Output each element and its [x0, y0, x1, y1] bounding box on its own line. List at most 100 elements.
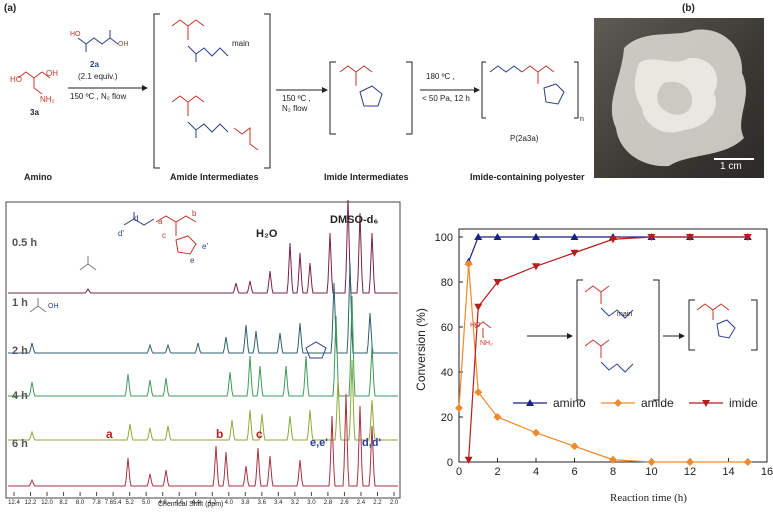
- peak-label-a: a: [106, 427, 113, 441]
- panel-a-tag: (a): [4, 3, 17, 14]
- nmr-tick-label: 2.4: [357, 500, 366, 506]
- nmr-tick-label: 3.4: [274, 500, 283, 506]
- data-point-imide: [474, 303, 483, 311]
- nmr-tick-label: 4.8: [159, 500, 168, 506]
- nmr-trace-1: [8, 262, 398, 354]
- struct-label-eprime: e': [202, 242, 208, 251]
- nmr-tick-label: 3.0: [307, 500, 316, 506]
- y-tick-label: 60: [441, 322, 453, 334]
- data-point-amide: [686, 458, 694, 466]
- legend-marker-amide: [614, 399, 622, 407]
- x-tick-label: 10: [645, 466, 657, 478]
- nmr-tick-label: 7.65.4: [105, 500, 122, 506]
- data-point-amide: [474, 388, 483, 397]
- condition-1: 150 ºC , N₂ flow: [70, 92, 127, 101]
- nmr-tick-label: 2.6: [340, 500, 349, 506]
- y-tick-label: 40: [441, 367, 453, 379]
- data-point-imide: [609, 236, 617, 244]
- nmr-tick-label: 12.2: [25, 500, 37, 506]
- nmr-tick-label: 4.4: [192, 500, 201, 506]
- nmr-tick-label: 4.6: [175, 500, 184, 506]
- nmr-tick-label: 12.4: [8, 500, 20, 506]
- nmr-xlabel: Chemical Shift (ppm): [158, 501, 224, 508]
- data-point-imide: [493, 279, 502, 286]
- data-point-amide: [743, 458, 752, 466]
- data-point-imide: [570, 249, 579, 257]
- nmr-tick-label: 3.6: [258, 500, 267, 506]
- inset-scheme: [474, 279, 758, 401]
- data-point-imide: [532, 263, 540, 271]
- x-tick-label: 2: [494, 466, 500, 478]
- svg-text:NH₂: NH₂: [40, 95, 55, 104]
- y-tick-label: 80: [441, 277, 453, 289]
- inset-main-label: main: [617, 311, 633, 318]
- succinic-anhydride: [305, 341, 327, 359]
- x-tick-label: 0: [456, 466, 462, 478]
- polymer-label: P(2a3a): [510, 134, 539, 143]
- data-point-imide: [464, 456, 473, 464]
- peak-label-ee: e,e': [310, 437, 328, 449]
- data-point-amide: [493, 413, 502, 421]
- svg-text:HO: HO: [70, 31, 81, 38]
- caption-polyester: Imide-containing polyester: [470, 172, 585, 182]
- data-point-amide: [570, 442, 579, 451]
- data-point-imide: [647, 234, 656, 241]
- nmr-frame: [5, 201, 401, 499]
- caption-imide: Imide Intermediates: [324, 172, 409, 182]
- data-point-amino: [570, 233, 579, 240]
- acid-oh-label: OH: [48, 303, 59, 310]
- caption-amide: Amide Intermediates: [170, 172, 259, 182]
- peak-label-b: b: [216, 427, 224, 441]
- scale-label: 1 cm: [720, 161, 742, 172]
- nmr-time-2: 2 h: [12, 345, 28, 357]
- acid-structure: [29, 298, 47, 313]
- data-point-amide: [532, 428, 540, 437]
- nmr-tick-label: 5.0: [142, 500, 151, 506]
- nmr-trace-4: [8, 393, 398, 487]
- nmr-tick-label: 3.2: [291, 500, 300, 506]
- legend-label-amino: amino: [553, 396, 586, 410]
- scale-bar: [714, 158, 754, 160]
- svg-text:main: main: [232, 39, 249, 48]
- peak-label-c: c: [256, 427, 263, 441]
- data-point-imide: [686, 234, 694, 241]
- conv-ylabel: Conversion (%): [414, 308, 428, 391]
- condition-3-line2: < 50 Pa, 12 h: [422, 94, 470, 103]
- condition-2-line2: N₂ flow: [282, 104, 308, 113]
- conversion-legend: amino amide imide: [513, 396, 758, 410]
- nmr-time-3: 4 h: [12, 390, 28, 402]
- nmr-tick-label: 2.8: [324, 500, 333, 506]
- nmr-time-1: 1 h: [12, 297, 28, 309]
- svg-text:HO: HO: [10, 75, 22, 84]
- inset-oh-label: HO: [470, 322, 481, 329]
- struct-label-a: a: [158, 217, 163, 226]
- nmr-tick-label: 2.0: [390, 500, 399, 506]
- nmr-tick-label: 5.2: [125, 500, 134, 506]
- nmr-tick-label: 3.8: [241, 500, 250, 506]
- inset-nh-label: NH₂: [480, 340, 493, 347]
- nmr-tick-label: 2.2: [373, 500, 382, 506]
- h2o-label: H₂O: [256, 228, 278, 240]
- conversion-series: [455, 233, 752, 466]
- nmr-traces: [8, 200, 398, 487]
- polymer-photo-image: [611, 29, 746, 167]
- panel-b-tag: (b): [682, 3, 695, 14]
- data-point-amide: [647, 458, 656, 466]
- nmr-tick-label: 12.0: [41, 500, 53, 506]
- reagent-structure: [77, 30, 119, 52]
- y-tick-label: 100: [435, 232, 453, 244]
- peak-label-dd: d,d': [362, 437, 382, 449]
- nmr-tick-label: 8.2: [59, 500, 68, 506]
- x-tick-label: 14: [722, 466, 734, 478]
- nmr-spectra: 12.4 12.2 12.0 8.2 8.0 7.8 7.65.4 5.2 5.0 4.8 4.6 4…: [5, 200, 401, 506]
- legend-label-amide: amide: [641, 396, 674, 410]
- condition-3-line1: 180 ºC ,: [426, 72, 455, 81]
- data-point-amide: [609, 455, 617, 464]
- conv-xlabel: Reaction time (h): [610, 492, 687, 504]
- reagent-equiv: (2.1 equiv.): [78, 72, 118, 81]
- x-tick-label: 12: [684, 466, 696, 478]
- data-point-amino: [474, 233, 483, 240]
- legend-label-imide: imide: [729, 396, 758, 410]
- struct-label-c: c: [162, 231, 166, 240]
- series-line-imide: [468, 236, 748, 460]
